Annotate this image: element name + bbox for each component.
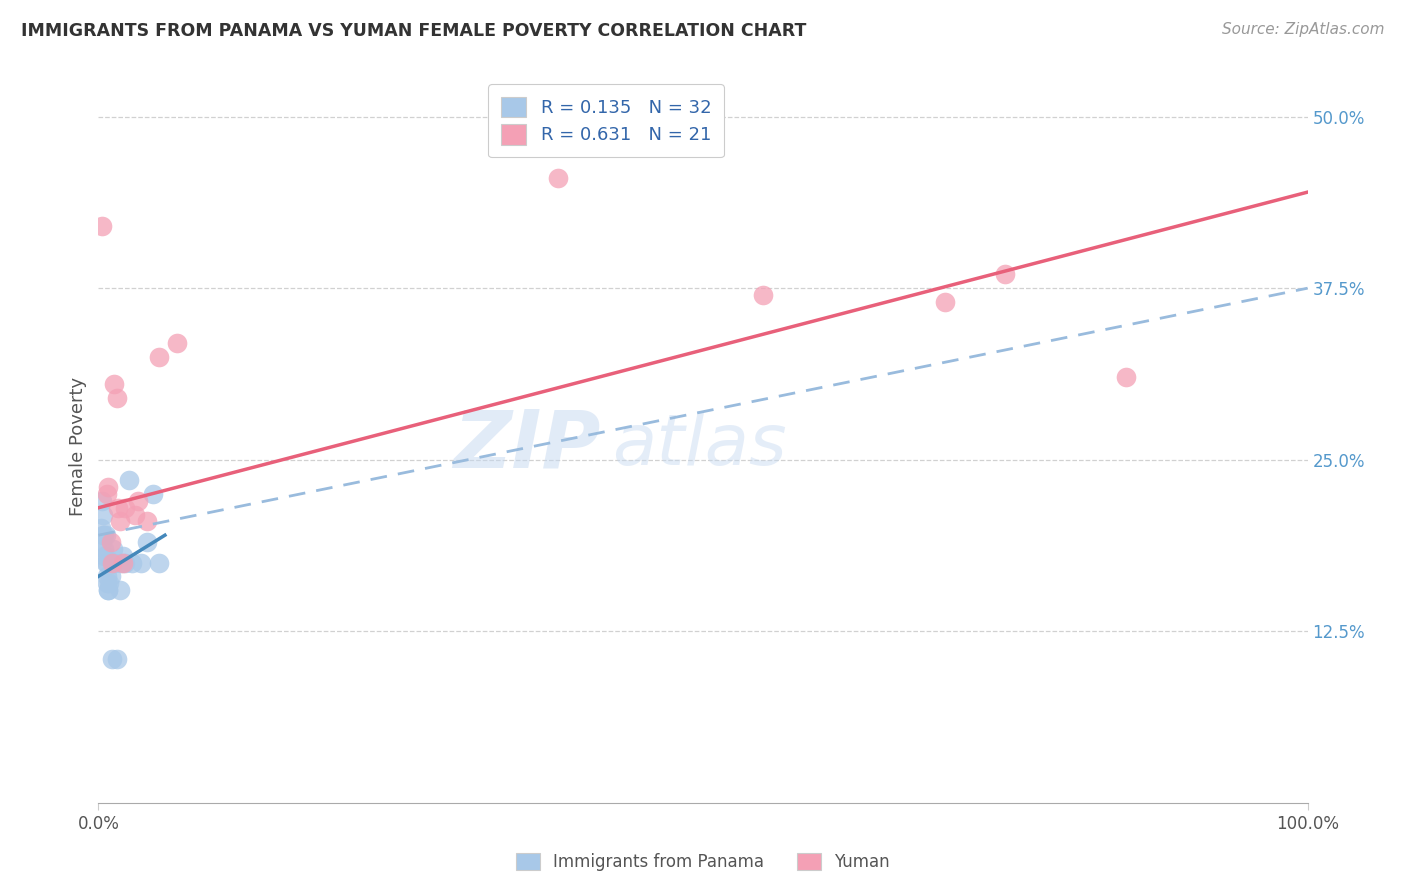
Point [105,651,128,665]
Point [108,583,131,598]
Point [142,487,165,501]
Point [96,487,118,501]
Point [118,473,141,487]
Point [91,494,114,508]
Point [96,569,118,583]
Point [135,535,157,549]
Point [166,336,188,351]
Point [91,528,114,542]
Point [98,576,121,591]
Point [103,556,125,570]
Point [148,350,170,364]
Point [96,556,118,570]
Y-axis label: Female Poverty: Female Poverty [69,376,87,516]
Text: ZIP: ZIP [453,407,600,485]
Text: IMMIGRANTS FROM PANAMA VS YUMAN FEMALE POVERTY CORRELATION CHART: IMMIGRANTS FROM PANAMA VS YUMAN FEMALE P… [21,22,807,40]
Point [124,508,146,522]
Point [93,528,115,542]
Point [101,541,124,556]
Point [96,576,118,591]
Point [994,268,1017,282]
Text: Source: ZipAtlas.com: Source: ZipAtlas.com [1222,22,1385,37]
Point [97,583,120,598]
Text: atlas: atlas [613,411,787,481]
Point [148,556,170,570]
Point [100,651,122,665]
Point [127,494,149,508]
Point [108,515,131,529]
Point [934,294,956,309]
Point [1115,370,1137,384]
Point [100,569,122,583]
Point [135,515,157,529]
Point [107,500,129,515]
Point [94,528,117,542]
Point [100,535,122,549]
Point [93,549,115,563]
Point [97,583,120,598]
Point [114,500,136,515]
Point [94,556,117,570]
Legend: Immigrants from Panama, Yuman: Immigrants from Panama, Yuman [508,845,898,880]
Point [547,171,569,186]
Point [114,556,136,570]
Point [97,480,120,494]
Point [121,556,143,570]
Point [110,556,132,570]
Point [94,549,117,563]
Point [752,288,775,302]
Point [91,508,114,522]
Point [111,556,134,570]
Point [129,556,152,570]
Point [90,521,112,535]
Point [105,391,128,405]
Legend: R = 0.135   N = 32, R = 0.631   N = 21: R = 0.135 N = 32, R = 0.631 N = 21 [488,84,724,157]
Point [91,219,114,234]
Point [100,556,122,570]
Point [91,535,114,549]
Point [103,377,125,392]
Point [93,541,115,556]
Point [111,549,134,563]
